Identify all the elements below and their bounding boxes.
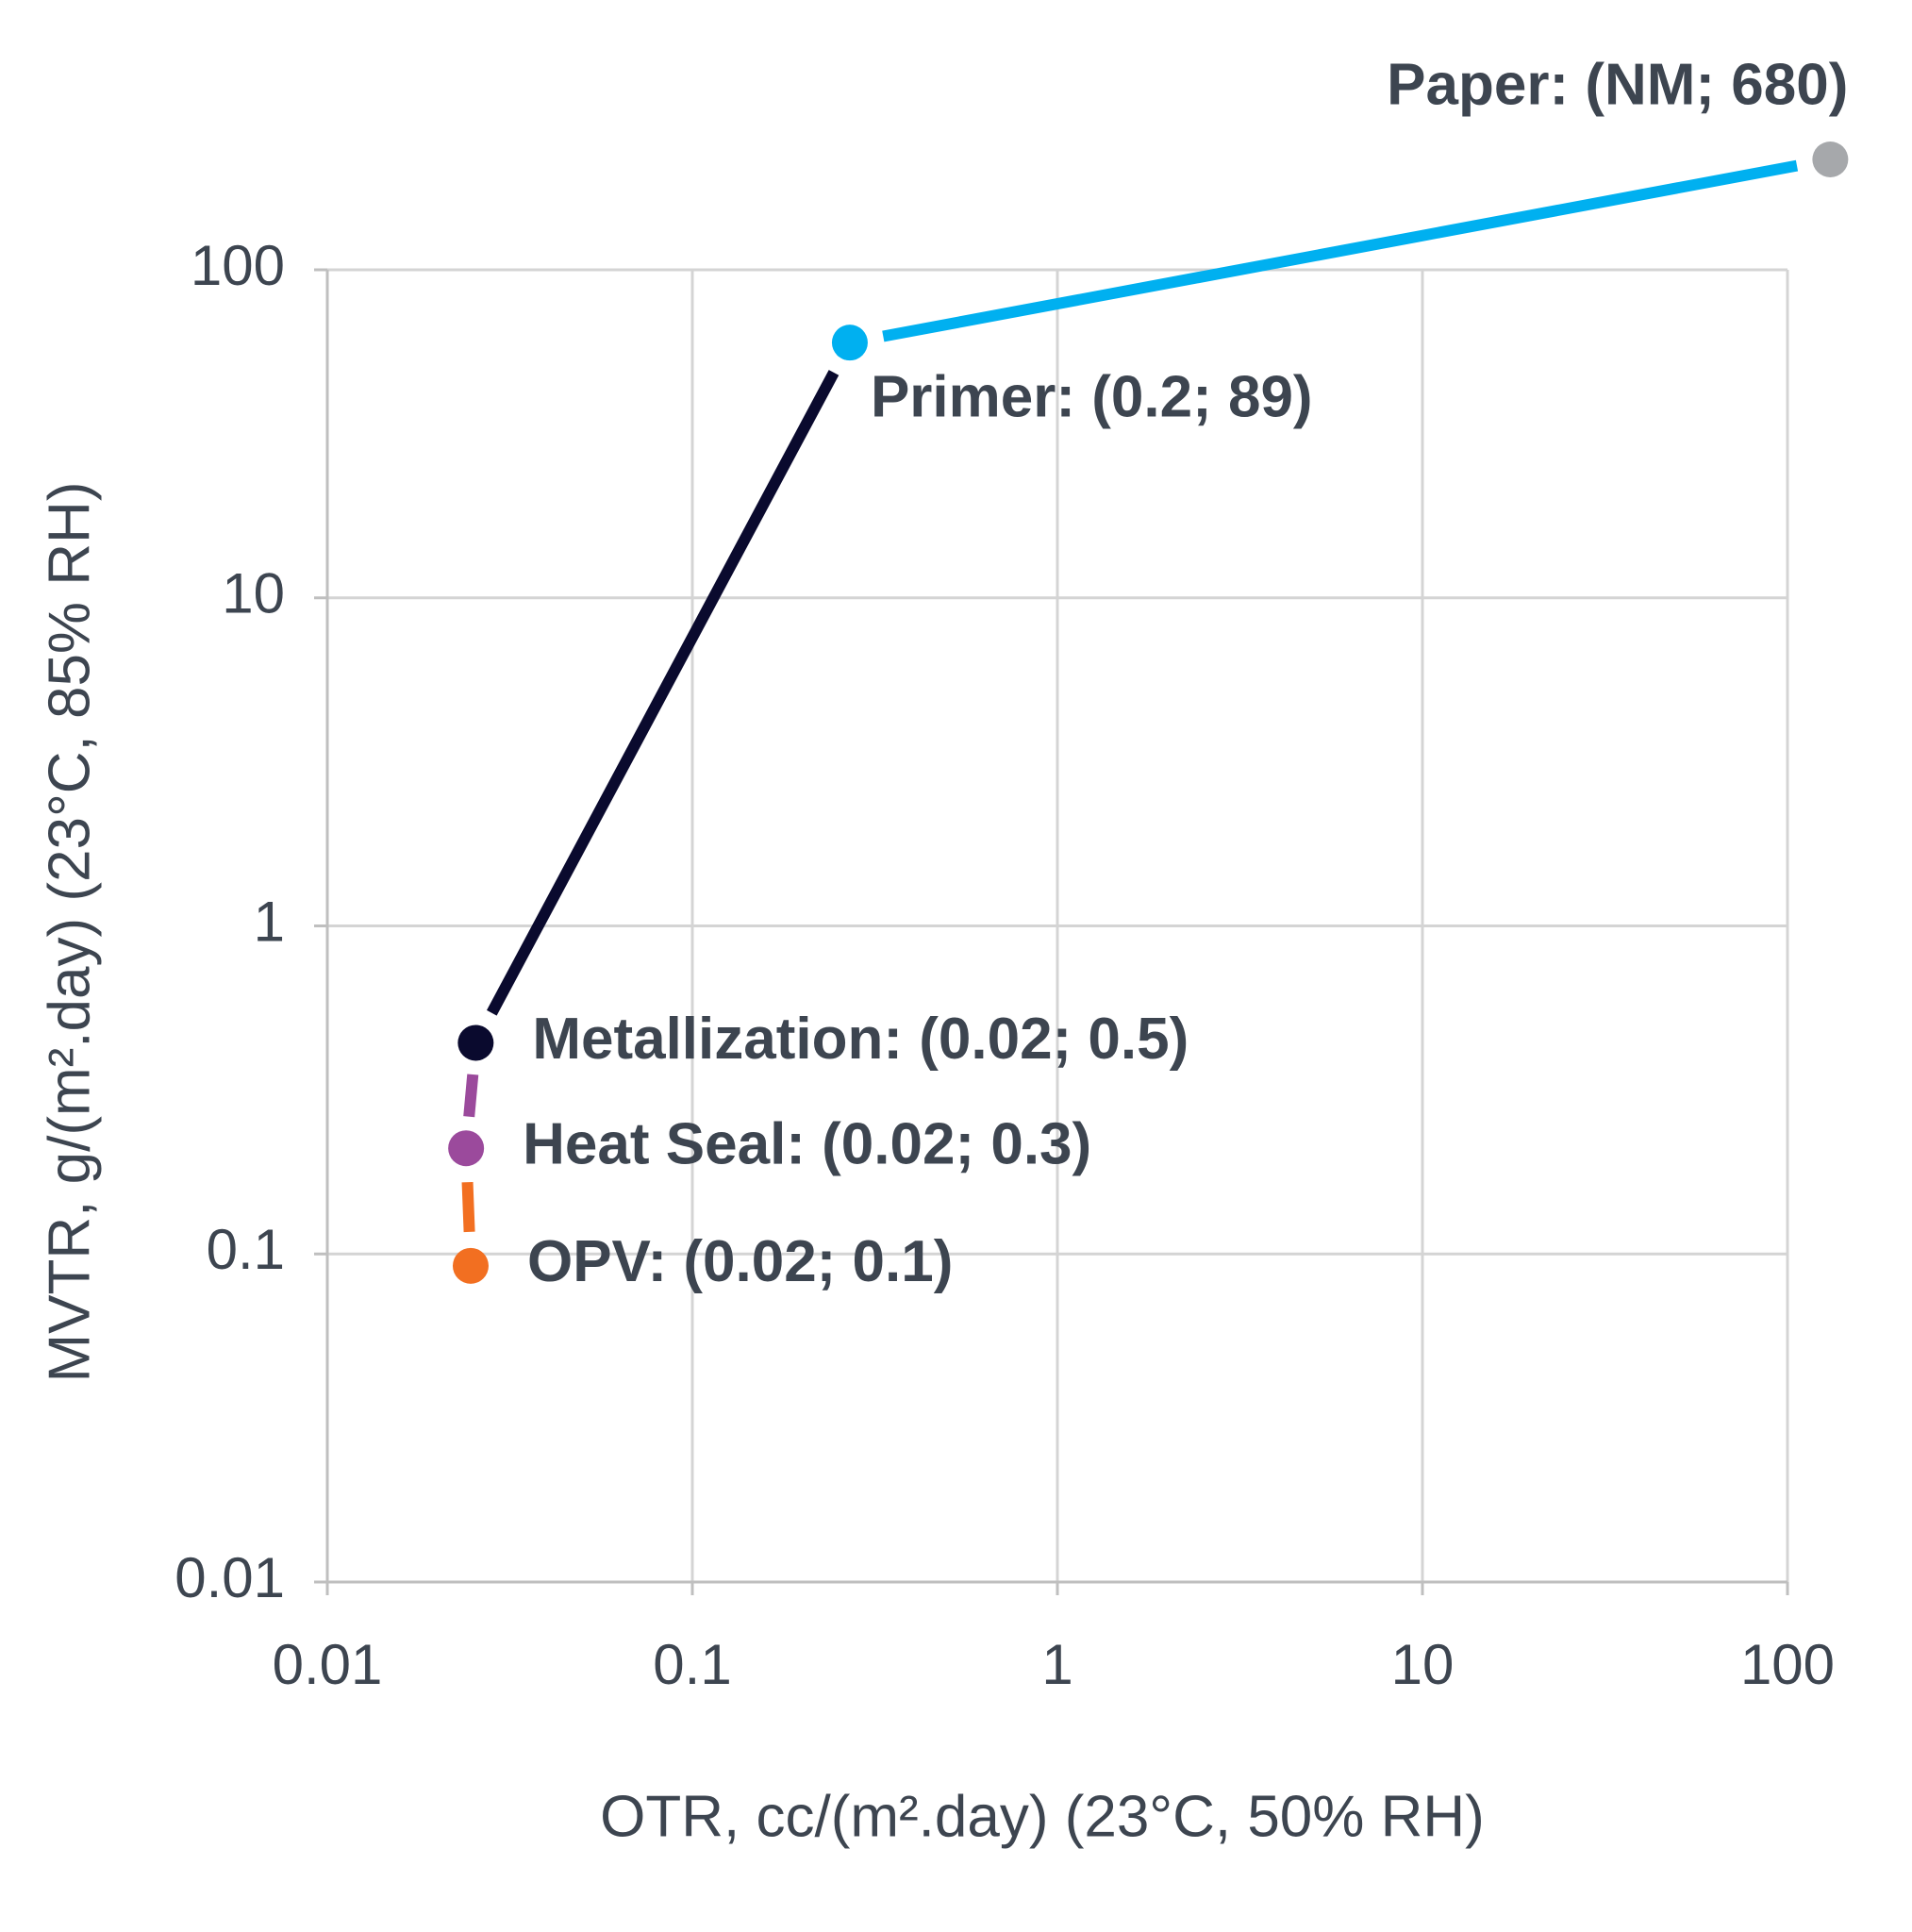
x-tick-label: 100 (1740, 1633, 1835, 1696)
point (1812, 142, 1848, 177)
connector (883, 166, 1797, 337)
y-tick-label: 1 (254, 890, 285, 953)
x-tick-label: 1 (1041, 1633, 1072, 1696)
x-tick-label: 0.1 (653, 1633, 731, 1696)
connector (469, 1074, 473, 1117)
point (457, 1024, 493, 1060)
y-tick-label: 100 (191, 234, 285, 297)
connector (491, 373, 834, 1013)
point-label: Metallization: (0.02; 0.5) (532, 1007, 1189, 1072)
y-tick-label: 0.01 (175, 1546, 285, 1609)
point-label: OPV: (0.02; 0.1) (527, 1229, 953, 1294)
connector (468, 1182, 470, 1232)
y-tick-label: 0.1 (207, 1218, 285, 1281)
point-label: Paper: (NM; 680) (1387, 52, 1848, 117)
point (448, 1130, 484, 1166)
x-tick-label: 10 (1391, 1633, 1455, 1696)
point-label: Primer: (0.2; 89) (871, 365, 1313, 430)
y-tick-label: 10 (222, 562, 285, 625)
point (832, 325, 868, 360)
x-axis-title: OTR, cc/(m².day) (23°C, 50% RH) (600, 1784, 1485, 1849)
point-label: Heat Seal: (0.02; 0.3) (523, 1112, 1091, 1177)
chart: OTR, cc/(m².day) (23°C, 50% RH) MVTR, g/… (0, 0, 1912, 1932)
x-tick-label: 0.01 (273, 1633, 383, 1696)
point (453, 1248, 489, 1284)
y-axis-title: MVTR, g/(m².day) (23°C, 85% RH) (37, 482, 102, 1383)
